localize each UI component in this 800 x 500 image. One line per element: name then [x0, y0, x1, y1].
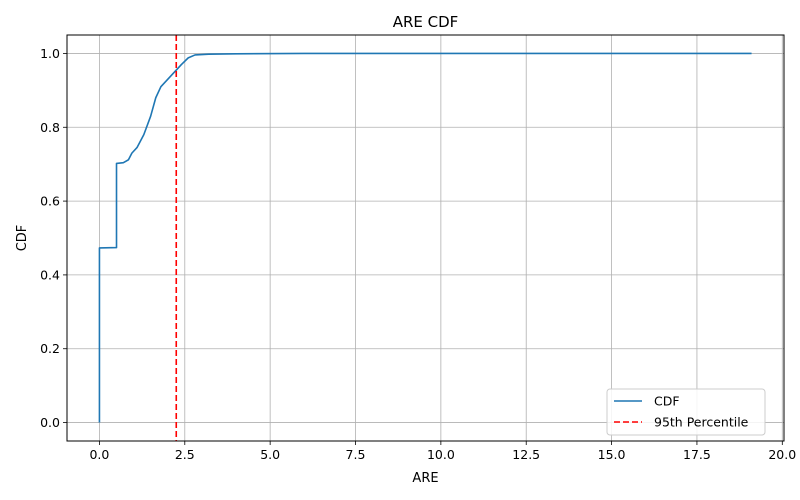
y-tick-label: 0.0 [40, 415, 60, 430]
legend-cdf-label: CDF [654, 394, 680, 409]
cdf-line [98, 52, 752, 423]
x-tick-label: 20.0 [768, 447, 796, 462]
legend: CDF 95th Percentile [606, 388, 766, 436]
y-tick-label: 0.6 [40, 194, 60, 209]
legend-box [606, 388, 766, 436]
x-tick-label: 0.0 [89, 447, 109, 462]
axes-frame [66, 34, 785, 442]
y-tick-label: 0.2 [40, 341, 60, 356]
x-tick-label: 15.0 [598, 447, 626, 462]
y-axis-label: CDF [15, 225, 30, 252]
chart-title: ARE CDF [393, 13, 459, 31]
legend-95th-percentile-label: 95th Percentile [654, 415, 749, 430]
x-tick-label: 12.5 [512, 447, 540, 462]
x-tick-label: 10.0 [427, 447, 455, 462]
y-tick-label: 1.0 [40, 46, 60, 61]
x-tick-label: 7.5 [346, 447, 366, 462]
x-tick-label: 2.5 [175, 447, 195, 462]
ticks: 0.0 2.5 5.0 7.5 10.0 12.5 15.0 17.5 20.0 0.0 0.2 0.… [40, 46, 796, 462]
plot-series [98, 35, 752, 441]
y-tick-label: 0.8 [40, 120, 60, 135]
y-tick-label: 0.4 [40, 267, 60, 282]
x-axis-label: ARE [412, 471, 438, 486]
x-tick-label: 17.5 [683, 447, 711, 462]
x-tick-label: 5.0 [260, 447, 280, 462]
